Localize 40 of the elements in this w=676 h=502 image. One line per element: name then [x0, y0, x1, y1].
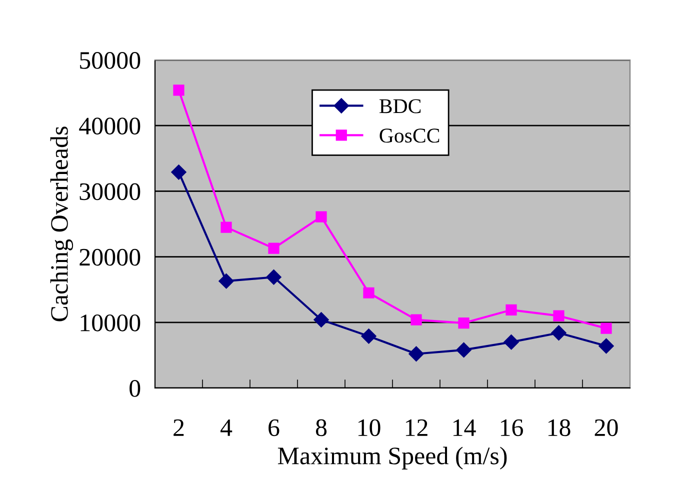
legend-label: GosCC	[380, 128, 440, 143]
point	[553, 310, 564, 322]
point	[458, 318, 470, 329]
point	[506, 304, 517, 316]
point	[316, 211, 327, 222]
point	[220, 222, 232, 233]
x-tick-label: 16	[500, 419, 524, 436]
point	[410, 314, 422, 326]
x-tick-label: 20	[594, 419, 618, 436]
y-tick-label: 20000	[80, 248, 140, 266]
point	[173, 84, 184, 96]
point	[600, 322, 612, 334]
point	[171, 164, 186, 180]
x-tick-label: 14	[453, 419, 476, 436]
point	[218, 274, 234, 289]
x-tick-label: 18	[548, 419, 570, 436]
x-tick-label: 4	[220, 419, 232, 436]
x-axis-title: Maximum Speed (m/s)	[278, 446, 507, 470]
point	[408, 346, 424, 362]
legend-label: BDC	[379, 99, 421, 114]
point	[268, 242, 280, 254]
y-tick-label: 30000	[80, 183, 140, 200]
y-tick-label: 10000	[80, 314, 140, 332]
point	[504, 334, 519, 350]
point	[361, 328, 376, 344]
point	[551, 325, 566, 340]
x-tick-label: 8	[316, 419, 327, 436]
point	[363, 287, 374, 298]
y-axis-title: Caching Overheads	[50, 126, 74, 322]
point	[266, 270, 282, 285]
x-tick-label: 10	[358, 419, 380, 436]
y-tick-label: 0	[130, 380, 140, 397]
y-tick-label: 50000	[80, 52, 140, 69]
point	[456, 342, 472, 358]
x-tick-label: 12	[406, 419, 428, 436]
point	[314, 312, 329, 328]
x-tick-label: 6	[268, 419, 280, 436]
y-tick-label: 40000	[79, 118, 140, 135]
point	[598, 338, 614, 354]
x-tick-label: 2	[174, 419, 184, 436]
